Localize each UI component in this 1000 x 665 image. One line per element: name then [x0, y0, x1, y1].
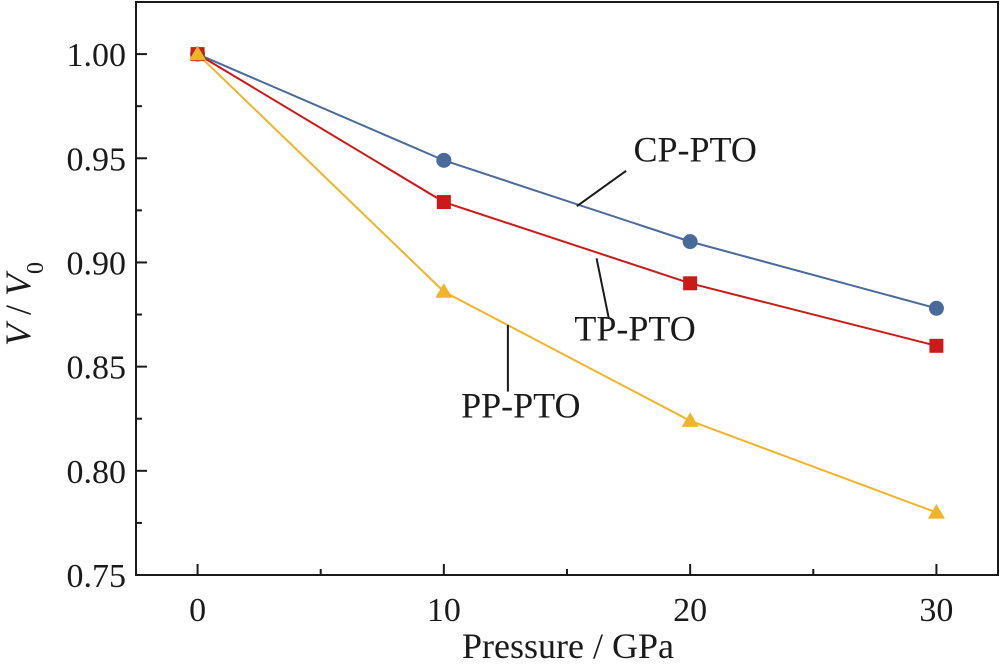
plot-frame	[135, 1, 999, 576]
series-label-pointer-cp-pto	[576, 169, 627, 208]
y-axis-title-sub: 0	[23, 262, 49, 274]
series-label-cp-pto: CP-PTO	[633, 129, 756, 169]
series-line-tp-pto	[197, 53, 937, 347]
y-axis-title-sep: /	[0, 296, 38, 324]
x-tick-label: 10	[427, 592, 461, 629]
x-axis-title: Pressure / GPa	[462, 626, 674, 665]
series-label-pointer-tp-pto	[595, 258, 610, 319]
y-tick-label: 0.95	[67, 141, 127, 178]
x-tick-label: 0	[189, 592, 206, 629]
series-label-pp-pto: PP-PTO	[461, 386, 580, 426]
series-labels: CP-PTO TP-PTO PP-PTO	[461, 129, 757, 425]
data-point-cp-pto	[682, 234, 698, 250]
y-tick-label: 0.90	[67, 245, 127, 282]
x-tick-label: 20	[673, 592, 707, 629]
y-tick-label: 0.75	[67, 558, 127, 595]
data-point-pp-pto	[189, 45, 207, 61]
data-point-pp-pto	[681, 412, 699, 427]
y-tick-label: 0.80	[67, 454, 127, 491]
series-line-cp-pto	[197, 53, 937, 310]
x-tick-label: 30	[919, 592, 953, 629]
data-point-pp-pto	[927, 503, 945, 519]
data-point-cp-pto	[436, 152, 452, 168]
tick-labels: 0 10 20 30 0.75 0.80 0.85 0.90 0.95 1.00	[67, 37, 954, 629]
y-axis-title-v0: V	[0, 270, 38, 296]
data-point-cp-pto	[928, 300, 944, 316]
series-line-pp-pto	[196, 53, 937, 514]
y-tick-label: 1.00	[67, 37, 127, 74]
series-label-tp-pto: TP-PTO	[574, 309, 695, 349]
y-tick-label: 0.85	[67, 350, 127, 387]
data-point-tp-pto	[929, 338, 944, 353]
series-lines	[196, 53, 937, 514]
y-axis-title: V / V0	[0, 262, 49, 346]
data-point-tp-pto	[683, 276, 698, 291]
data-point-pp-pto	[435, 283, 453, 298]
axis-ticks	[136, 1, 938, 576]
data-point-tp-pto	[436, 195, 451, 210]
series-markers	[189, 45, 945, 519]
y-axis-title-v: V	[0, 320, 38, 346]
